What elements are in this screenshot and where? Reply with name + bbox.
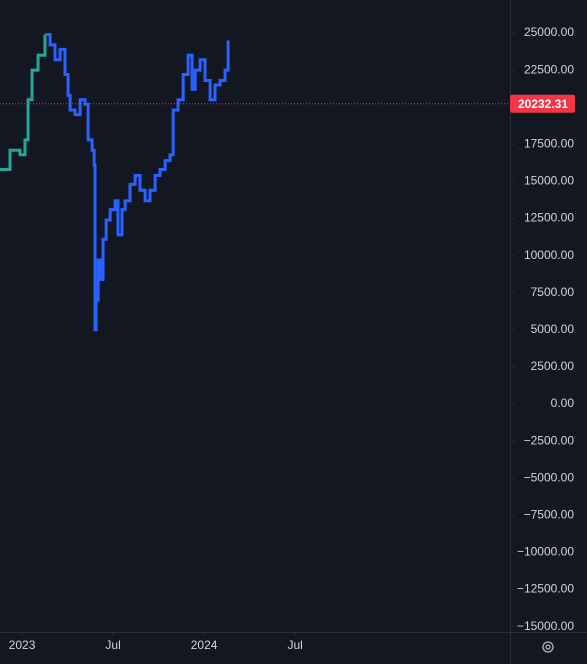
y-tick-label: 7500.00 bbox=[531, 285, 575, 299]
y-tick-label: 5000.00 bbox=[531, 322, 575, 336]
y-tick-label: −10000.00 bbox=[517, 545, 574, 559]
y-tick-label: −15000.00 bbox=[517, 619, 574, 633]
y-tick-label: 22500.00 bbox=[524, 62, 574, 76]
y-tick-label: −5000.00 bbox=[524, 470, 575, 484]
settings-icon[interactable] bbox=[542, 641, 554, 653]
y-tick-label: 15000.00 bbox=[524, 174, 574, 188]
y-tick-label: −7500.00 bbox=[524, 507, 575, 521]
x-tick-label: Jul bbox=[287, 638, 302, 652]
price-line bbox=[44, 32, 230, 332]
y-tick-label: 17500.00 bbox=[524, 136, 574, 150]
y-tick-label: 12500.00 bbox=[524, 211, 574, 225]
price-line bbox=[0, 34, 47, 172]
last-price-box bbox=[510, 94, 575, 113]
y-tick-label: 25000.00 bbox=[524, 25, 574, 39]
y-tick-label: 10000.00 bbox=[524, 248, 574, 262]
y-tick-label: 0.00 bbox=[551, 396, 575, 410]
last-price-label: 20232.31 bbox=[518, 97, 568, 111]
x-tick-label: Jul bbox=[105, 638, 120, 652]
x-tick-label: 2023 bbox=[9, 638, 36, 652]
y-tick-label: 27500.00 bbox=[524, 0, 574, 2]
y-tick-label: −2500.00 bbox=[524, 433, 575, 447]
y-tick-label: 2500.00 bbox=[531, 359, 575, 373]
y-tick-label: −12500.00 bbox=[517, 582, 574, 596]
x-tick-label: 2024 bbox=[191, 638, 218, 652]
